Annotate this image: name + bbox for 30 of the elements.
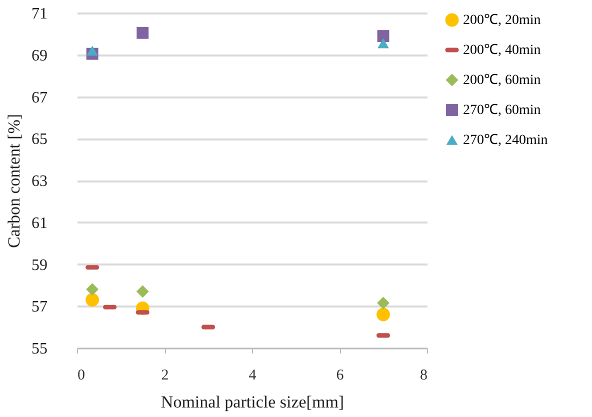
point [136,285,149,298]
y-tick-label: 71 [32,6,48,22]
y-tick-label: 69 [32,47,48,64]
point [377,30,390,42]
point [86,293,100,307]
point [378,38,389,48]
y-tick-label: 61 [32,214,48,232]
y-tick-label: 67 [32,89,48,106]
legend-label: 200℃, 20min [463,13,541,28]
point [377,296,390,310]
point [136,26,149,39]
y-tick-label: 55 [32,340,48,358]
legend-label: 270℃, 240min [463,133,548,148]
y-tick-label: 59 [32,256,48,274]
point [86,283,99,296]
y-tick-label: 63 [32,173,48,190]
x-tick-label: 0 [78,368,85,384]
x-tick-label: 8 [420,368,428,384]
x-tick-label: 6 [336,368,344,384]
x-tick-label: 4 [248,368,257,384]
y-axis-title: Carbon content [%] [4,114,24,248]
point [376,308,390,322]
y-tick-label: 65 [32,131,48,148]
legend-label: 270℃, 60min [463,103,541,118]
legend-label: 200℃, 40min [463,43,541,58]
x-axis-title: Nominal particle size[mm] [160,392,344,412]
x-tick-label: 2 [161,368,169,384]
legend-label: 200℃, 60min [463,73,541,88]
point [86,46,98,56]
y-tick-label: 57 [32,298,48,316]
